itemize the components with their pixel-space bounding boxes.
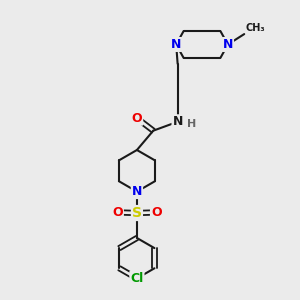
Text: H: H	[187, 118, 196, 128]
Text: CH₃: CH₃	[246, 22, 265, 33]
Text: N: N	[171, 38, 181, 51]
Text: S: S	[132, 206, 142, 220]
Text: N: N	[223, 38, 233, 51]
Text: Cl: Cl	[130, 272, 143, 285]
Text: N: N	[132, 185, 142, 198]
Text: O: O	[112, 206, 123, 219]
Text: O: O	[132, 112, 142, 125]
Text: O: O	[151, 206, 162, 219]
Text: N: N	[172, 115, 183, 128]
